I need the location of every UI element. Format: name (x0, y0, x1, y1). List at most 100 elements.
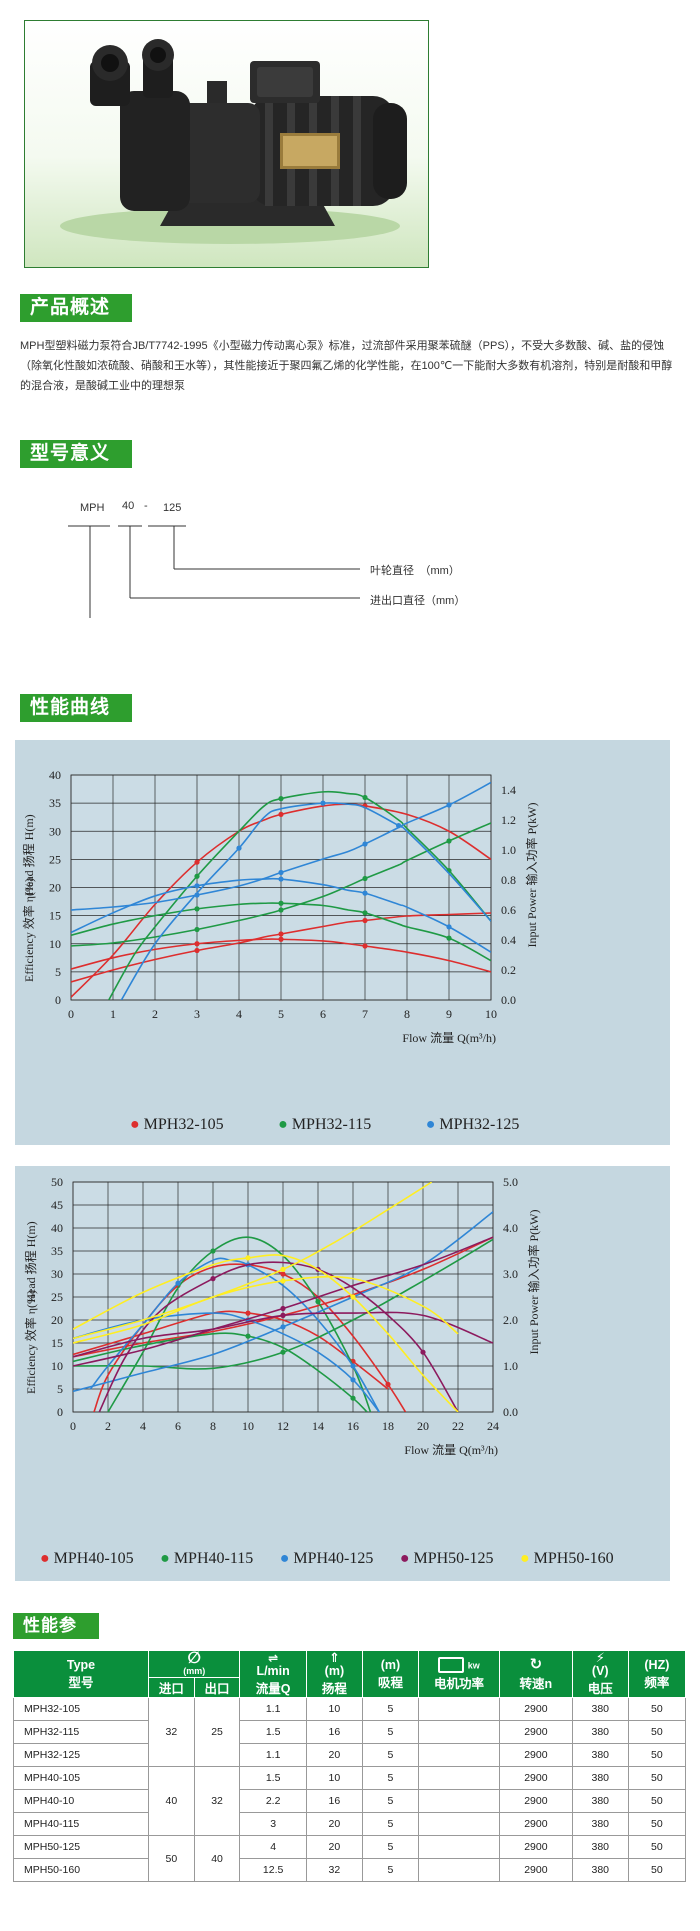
y-tick-label: 15 (49, 909, 61, 923)
cell-speed: 2900 (499, 1812, 573, 1836)
cell-model: MPH50-125 (12, 1835, 150, 1859)
cell-voltage: 380 (571, 1812, 629, 1836)
table-row: MPH40-10 2.2 16 5 2900 380 50 (12, 1789, 687, 1813)
cell-flow: 4 (239, 1835, 307, 1859)
data-point (278, 876, 284, 882)
y2-tick-label: 0.6 (501, 903, 516, 917)
header-speed-label: 转速n (519, 1676, 553, 1691)
data-point (280, 1305, 286, 1312)
cell-frequency: 50 (627, 1697, 687, 1721)
x-tick-label: 22 (452, 1419, 464, 1433)
cell-power (418, 1697, 501, 1721)
data-point (280, 1278, 286, 1284)
header-frequency-unit: (HZ) (644, 1657, 670, 1672)
cell-speed: 2900 (499, 1697, 573, 1721)
y2-tick-label: 0.2 (501, 963, 516, 977)
legend-item-mph32-115: ● MPH32-115 (278, 1116, 372, 1133)
header-frequency-label: 频率 (644, 1675, 670, 1690)
chart-1-legend: ● MPH32-105 ● MPH32-115 ● MPH32-125 (130, 1116, 519, 1134)
x-tick-label: 0 (68, 1007, 74, 1021)
header-diameter: ∅ (mm) (148, 1650, 241, 1678)
cell-model: MPH50-160 (12, 1858, 150, 1882)
cell-suction: 5 (361, 1743, 420, 1767)
y2-tick-label: 1.4 (501, 783, 516, 797)
series-line-mph50-160-power (73, 1182, 433, 1340)
cell-model: MPH40-115 (12, 1812, 150, 1836)
cell-power (418, 1743, 501, 1767)
legend-item-mph50-125: ● MPH50-125 (399, 1550, 494, 1567)
header-flow: ⇌ L/min 流量Q (239, 1650, 307, 1698)
model-impeller: 125 (163, 502, 182, 514)
x-tick-label: 1 (110, 1007, 116, 1021)
data-point (236, 845, 242, 851)
cell-frequency: 50 (627, 1835, 687, 1859)
y-tick-label: 25 (49, 852, 61, 866)
legend-item-mph40-125: ● MPH40-125 (279, 1550, 374, 1567)
section-title-overview: 产品概述 (20, 294, 132, 322)
data-point (278, 796, 284, 802)
data-point (350, 1294, 356, 1300)
table-row: MPH50-125 50 40 4 20 5 2900 380 50 (12, 1835, 687, 1882)
cell-voltage: 380 (571, 1720, 629, 1744)
y2-tick-label: 0.0 (503, 1405, 518, 1419)
lightning-icon: ⚡ (595, 1650, 605, 1665)
x-tick-label: 5 (278, 1007, 284, 1021)
x-tick-label: 6 (320, 1007, 326, 1021)
cell-speed: 2900 (499, 1720, 573, 1744)
cell-outlet: 25 (193, 1697, 241, 1767)
legend-item-mph32-105: ● MPH32-105 (130, 1116, 224, 1133)
header-diameter-unit: (mm) (183, 1665, 206, 1676)
x-tick-label: 8 (404, 1007, 410, 1021)
cell-suction: 5 (361, 1766, 420, 1790)
data-point (194, 941, 200, 947)
data-point (446, 838, 452, 844)
x-tick-label: 10 (242, 1419, 254, 1433)
cell-power (418, 1812, 501, 1836)
series-line-mph32-115-head (108, 790, 491, 1000)
chart-2: 0 2 4 6 8 10 12 14 16 18 20 22 240510152025303540455… (23, 1175, 541, 1457)
data-point (362, 794, 368, 801)
product-photo (24, 20, 429, 268)
data-point (194, 859, 200, 865)
cell-head: 20 (305, 1743, 363, 1767)
cell-speed: 2900 (499, 1789, 573, 1813)
cell-suction: 5 (361, 1697, 420, 1721)
y-tick-label: 30 (49, 824, 61, 838)
data-point (320, 800, 326, 806)
series-line-mph32-125-efficiency (71, 877, 491, 953)
cell-power (418, 1720, 501, 1744)
x-tick-label: 14 (312, 1419, 324, 1433)
header-speed: ↻ 转速n (499, 1650, 573, 1698)
x-tick-label: 12 (277, 1419, 289, 1433)
data-point (278, 936, 284, 942)
table-row: MPH40-105 40 32 1.5 10 5 2900 380 50 (12, 1766, 687, 1836)
legend-item-mph32-125: ● MPH32-125 (425, 1116, 520, 1133)
spec-table: Type 型号 ∅ (mm) ⇌ L/min 流量Q ⇑ (m) 扬程 (m) 吸程 kw 电机… (12, 1650, 687, 1882)
y2-axis-title: Input Power 输入功率 P(kW) (524, 803, 539, 948)
y-tick-label: 40 (51, 1221, 63, 1235)
x-tick-label: 20 (417, 1419, 429, 1433)
port-diameter-label: 进出口直径（mm） (370, 595, 466, 607)
y-tick-label: 10 (49, 937, 61, 951)
y-tick-label: 15 (51, 1336, 63, 1350)
y-tick-label: 5 (57, 1382, 63, 1396)
cell-model: MPH32-125 (12, 1743, 150, 1767)
y-axis-title-head: Head 扬程 H(m) (23, 1221, 38, 1302)
data-point (280, 1271, 286, 1277)
cell-inlet: 50 (148, 1835, 195, 1882)
chart-1-panel: 0 1 2 3 4 5 6 7 8 9 10 0 5 10 15 20 25 30 35 40 0.0 0.2 0.4 0.6… (15, 740, 670, 1145)
cell-voltage: 380 (571, 1743, 629, 1767)
y-tick-label: 25 (51, 1290, 63, 1304)
data-point (278, 869, 284, 876)
data-point (362, 890, 368, 896)
data-point (194, 926, 200, 933)
data-point (446, 802, 452, 808)
data-point (210, 1248, 216, 1254)
header-type-en: Type (66, 1657, 96, 1672)
chart-2-panel: 0 2 4 6 8 10 12 14 16 18 20 22 24 0 5 10 15 20 25 30 35 40 45 5… (15, 1166, 670, 1581)
header-suction-label: 吸程 (377, 1675, 403, 1690)
header-outlet: 出口 (193, 1676, 241, 1699)
y2-tick-label: 3.0 (503, 1267, 518, 1281)
cell-head: 20 (305, 1835, 363, 1859)
y-tick-label: 20 (51, 1313, 63, 1327)
